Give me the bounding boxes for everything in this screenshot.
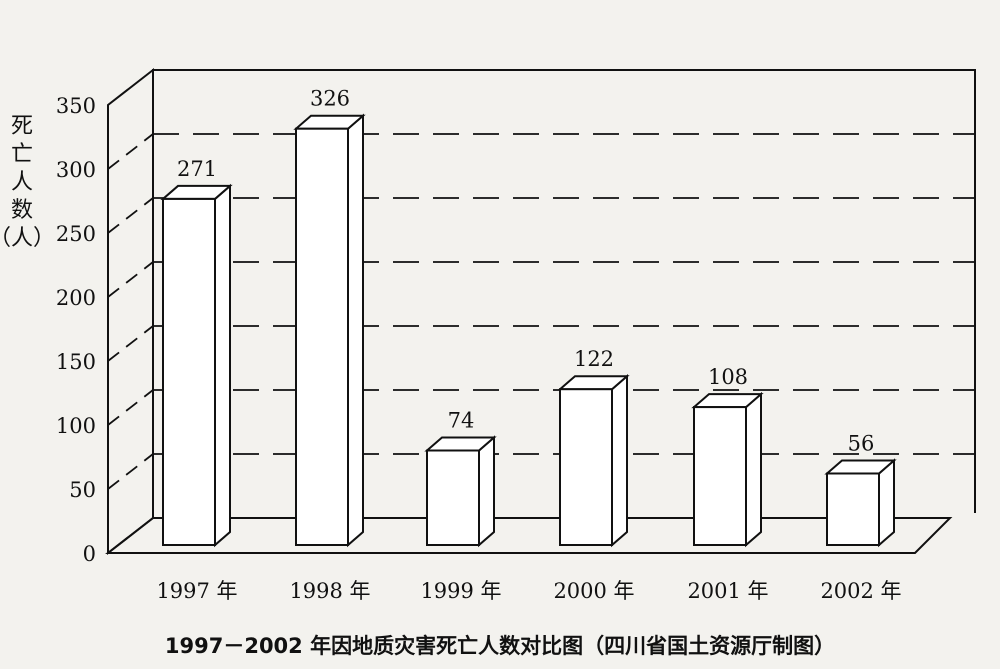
x-tick-label: 2001 年	[687, 579, 768, 603]
x-tick-label: 2000 年	[553, 579, 634, 603]
data-label: 271	[177, 157, 217, 181]
data-label: 74	[448, 409, 475, 433]
data-label: 56	[848, 431, 875, 455]
y-tick-label: 350	[56, 94, 96, 118]
data-label: 326	[310, 87, 350, 111]
gridline-side	[107, 197, 154, 234]
bar-side	[878, 458, 895, 548]
y-axis-label: 亡	[11, 142, 33, 167]
y-tick-label: 200	[56, 286, 96, 310]
y-tick-label: 250	[56, 222, 96, 246]
gridline-side	[107, 133, 154, 170]
gridline-side	[107, 389, 154, 426]
bar	[162, 197, 216, 546]
data-label: 108	[708, 365, 748, 389]
floor	[105, 517, 953, 554]
x-tick-label: 1997 年	[156, 579, 237, 603]
y-axis-label: （人）	[0, 226, 55, 251]
bar-side	[214, 183, 231, 548]
bar-side	[478, 435, 495, 548]
bar	[426, 449, 480, 547]
bar-side	[745, 391, 762, 548]
y-tick-label: 50	[69, 478, 96, 502]
gridline-side	[107, 325, 154, 362]
chart-title: 1997－2002 年因地质灾害死亡人数对比图（四川省国土资源厅制图）	[165, 634, 835, 658]
bar	[295, 127, 349, 546]
bar-side	[611, 374, 628, 548]
data-label: 122	[574, 347, 614, 371]
gridline-side	[107, 453, 154, 490]
bar	[693, 406, 747, 547]
y-tick-label: 300	[56, 158, 96, 182]
bar	[826, 472, 880, 547]
y-axis-label: 人	[11, 170, 33, 195]
y-tick-label: 100	[56, 414, 96, 438]
x-tick-label: 2002 年	[820, 579, 901, 603]
y-tick-label: 0	[83, 542, 96, 566]
y-axis-label: 死	[11, 114, 33, 139]
bar-side	[347, 113, 364, 548]
y-axis-label: 数	[11, 198, 33, 223]
x-tick-label: 1999 年	[420, 579, 501, 603]
left-wall	[107, 67, 154, 556]
bar	[559, 388, 613, 546]
x-tick-label: 1998 年	[289, 579, 370, 603]
y-tick-label: 150	[56, 350, 96, 374]
gridline-side	[107, 261, 154, 298]
